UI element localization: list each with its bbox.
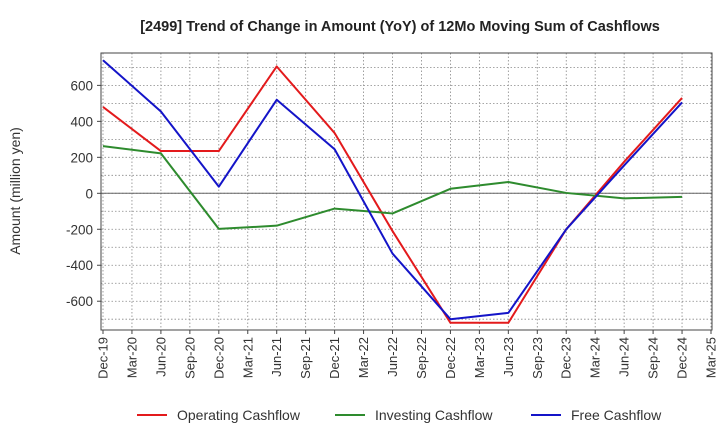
- free-cashflow-legend-label: Free Cashflow: [571, 407, 662, 423]
- x-tick-label: Sep-22: [414, 337, 429, 379]
- y-tick-label: -600: [66, 294, 93, 309]
- x-tick-label: Dec-20: [211, 337, 226, 379]
- x-tick-label: Jun-24: [617, 337, 632, 377]
- x-tick-label: Mar-24: [588, 337, 603, 378]
- x-tick-label: Dec-19: [96, 337, 111, 379]
- x-tick-label: Mar-22: [356, 337, 371, 378]
- x-tick-label: Mar-20: [124, 337, 139, 378]
- y-tick-label: -200: [66, 222, 93, 237]
- free-cashflow-line: [102, 59, 683, 321]
- y-axis-ticks: 600 400 200 0 -200 -400 -600: [66, 78, 101, 309]
- x-axis-ticks: Dec-19 Mar-20 Jun-20 Sep-20 Dec-20 Mar-21 Jun-…: [96, 330, 719, 379]
- y-tick-label: 0: [85, 186, 93, 201]
- x-tick-label: Dec-24: [675, 337, 690, 379]
- x-tick-label: Sep-21: [298, 337, 313, 379]
- series-lines: [102, 59, 683, 324]
- y-tick-label: 400: [70, 114, 93, 129]
- legend: Operating Cashflow Investing Cashflow Free…: [137, 407, 662, 423]
- x-tick-label: Mar-25: [704, 337, 719, 378]
- plot-frame: [100, 52, 713, 331]
- x-tick-label: Mar-21: [240, 337, 255, 378]
- x-tick-label: Jun-21: [269, 337, 284, 377]
- y-axis-label: Amount (million yen): [7, 127, 23, 255]
- grid: [101, 53, 712, 330]
- chart-title: [2499] Trend of Change in Amount (YoY) o…: [140, 19, 660, 35]
- x-tick-label: Sep-20: [182, 337, 197, 379]
- operating-cashflow-legend-label: Operating Cashflow: [177, 407, 301, 423]
- y-tick-label: 600: [70, 78, 93, 93]
- x-tick-label: Dec-21: [327, 337, 342, 379]
- x-tick-label: Dec-23: [559, 337, 574, 379]
- x-tick-label: Jun-20: [153, 337, 168, 377]
- investing-cashflow-line: [102, 145, 683, 230]
- x-tick-label: Jun-22: [385, 337, 400, 377]
- investing-cashflow-legend-label: Investing Cashflow: [375, 407, 493, 423]
- x-tick-label: Sep-24: [646, 337, 661, 379]
- y-tick-label: -400: [66, 258, 93, 273]
- x-tick-label: Jun-23: [501, 337, 516, 377]
- x-tick-label: Dec-22: [443, 337, 458, 379]
- y-tick-label: 200: [70, 150, 93, 165]
- x-tick-label: Mar-23: [472, 337, 487, 378]
- x-tick-label: Sep-23: [530, 337, 545, 379]
